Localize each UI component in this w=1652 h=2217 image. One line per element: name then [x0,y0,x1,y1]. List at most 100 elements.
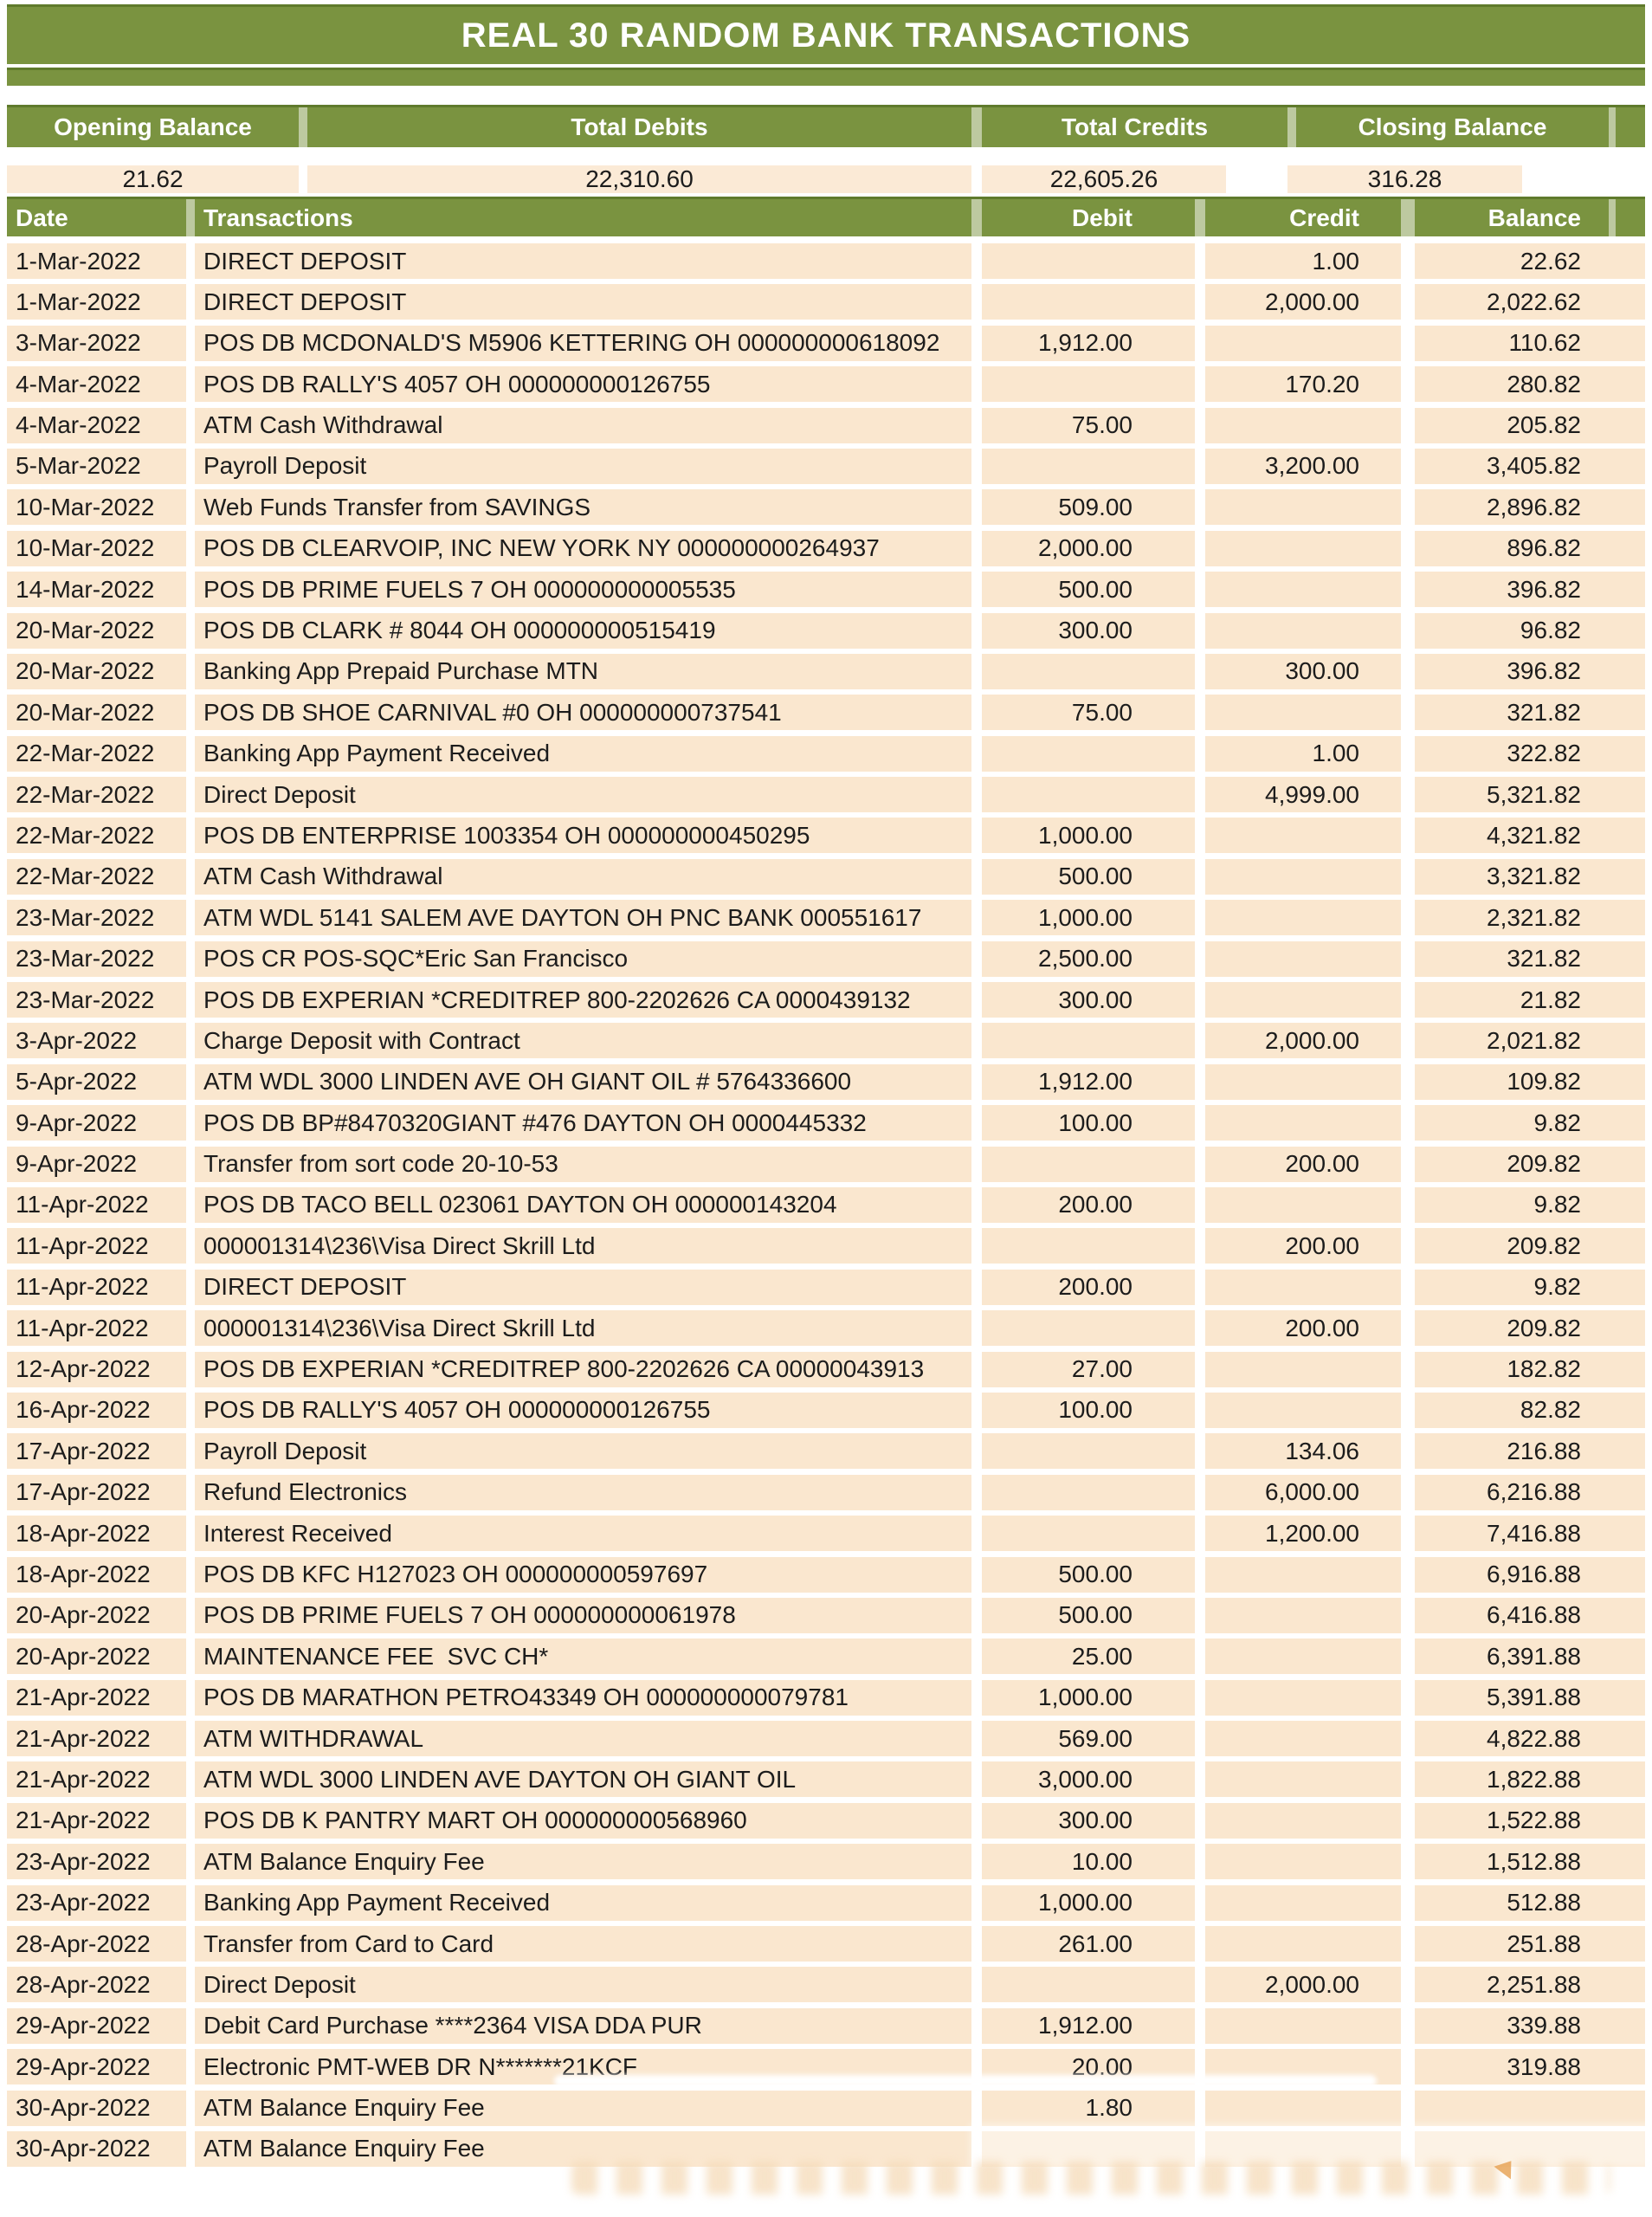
debit-amount: 100.00 [982,1105,1195,1141]
credit-amount: 134.06 [1205,1433,1401,1470]
transaction-description: Direct Deposit [195,777,971,813]
table-row: 22-Mar-2022 ATM Cash Withdrawal 500.00 3,32… [7,858,1645,895]
credit-amount [1205,1802,1401,1839]
table-row: 22-Mar-2022 Banking App Payment Received 1… [7,735,1645,772]
transaction-description: ATM Cash Withdrawal [195,858,971,895]
credit-amount [1205,2090,1401,2126]
balance-amount: 396.82 [1415,653,1645,689]
transaction-description: POS DB CLEARVOIP, INC NEW YORK NY 000000… [195,530,971,566]
column-divider [971,199,982,236]
table-row: 23-Mar-2022 ATM WDL 5141 SALEM AVE DAYTON… [7,900,1645,936]
table-row: 16-Apr-2022 POS DB RALLY'S 4057 OH 000000… [7,1392,1645,1428]
balance-amount: 251.88 [1415,1926,1645,1962]
debit-amount [982,1516,1195,1552]
credit-amount [1205,530,1401,566]
column-header-credit: Credit [1289,204,1359,231]
transaction-description: 000001314\236\Visa Direct Skrill Ltd [195,1228,971,1264]
balance-amount: 82.82 [1415,1392,1645,1428]
column-divider [186,199,195,236]
debit-amount: 200.00 [982,1186,1195,1223]
balance-amount: 2,251.88 [1415,1967,1645,2003]
credit-amount: 6,000.00 [1205,1474,1401,1510]
debit-amount: 300.00 [982,612,1195,649]
summary-header-closing-balance: Closing Balance [1358,113,1547,140]
table-row: 11-Apr-2022 000001314\236\Visa Direct Skr… [7,1310,1645,1347]
debit-amount: 1.80 [982,2090,1195,2126]
debit-amount: 1,000.00 [982,818,1195,854]
balance-amount: 5,391.88 [1415,1679,1645,1716]
credit-amount [1205,858,1401,895]
credit-amount [1205,1679,1401,1716]
table-row: 11-Apr-2022 000001314\236\Visa Direct Skr… [7,1228,1645,1264]
balance-amount: 4,321.82 [1415,818,1645,854]
balance-amount: 322.82 [1415,735,1645,772]
debit-amount: 500.00 [982,572,1195,608]
debit-amount: 1,912.00 [982,2007,1195,2044]
date-cell: 10-Mar-2022 [7,530,186,566]
date-cell: 23-Apr-2022 [7,1884,186,1921]
debit-amount [982,284,1195,320]
credit-amount [1205,1269,1401,1305]
debit-amount: 261.00 [982,1926,1195,1962]
table-row: 17-Apr-2022 Refund Electronics 6,000.00 6,2… [7,1474,1645,1510]
balance-amount: 896.82 [1415,530,1645,566]
date-cell: 11-Apr-2022 [7,1228,186,1264]
table-row: 21-Apr-2022 POS DB MARATHON PETRO43349 OH… [7,1679,1645,1716]
balance-amount: 1,522.88 [1415,1802,1645,1839]
transaction-description: Refund Electronics [195,1474,971,1510]
debit-amount [982,1228,1195,1264]
table-row: 23-Apr-2022 ATM Balance Enquiry Fee 10.00 1… [7,1844,1645,1880]
transaction-description: Web Funds Transfer from SAVINGS [195,489,971,526]
credit-amount [1205,1063,1401,1100]
table-row: 20-Mar-2022 POS DB CLARK # 8044 OH 000000… [7,612,1645,649]
column-divider [1609,199,1616,236]
balance-amount: 2,022.62 [1415,284,1645,320]
date-cell: 29-Apr-2022 [7,2049,186,2085]
credit-amount: 300.00 [1205,653,1401,689]
column-header-balance: Balance [1487,204,1581,231]
debit-amount: 10.00 [982,1844,1195,1880]
debit-amount: 500.00 [982,1556,1195,1593]
balance-amount: 4,822.88 [1415,1721,1645,1757]
credit-amount: 200.00 [1205,1310,1401,1347]
credit-amount: 3,200.00 [1205,448,1401,484]
transaction-description: POS DB PRIME FUELS 7 OH 000000000061978 [195,1597,971,1633]
debit-amount: 2,500.00 [982,940,1195,977]
credit-amount [1205,900,1401,936]
transaction-description: POS DB ENTERPRISE 1003354 OH 00000000045… [195,818,971,854]
balance-amount: 319.88 [1415,2049,1645,2085]
transaction-description: POS DB KFC H127023 OH 000000000597697 [195,1556,971,1593]
debit-amount: 1,000.00 [982,1679,1195,1716]
date-cell: 22-Mar-2022 [7,735,186,772]
balance-amount [1415,2130,1645,2167]
debit-amount: 100.00 [982,1392,1195,1428]
balance-amount: 2,021.82 [1415,1023,1645,1059]
date-cell: 11-Apr-2022 [7,1310,186,1347]
date-cell: 28-Apr-2022 [7,1926,186,1962]
transaction-description: ATM WDL 3000 LINDEN AVE OH GIANT OIL # 5… [195,1063,971,1100]
date-cell: 11-Apr-2022 [7,1269,186,1305]
debit-amount: 75.00 [982,695,1195,731]
transaction-description: DIRECT DEPOSIT [195,243,971,279]
column-divider [1609,107,1616,147]
transaction-description: Direct Deposit [195,1967,971,2003]
balance-amount: 6,216.88 [1415,1474,1645,1510]
table-row: 18-Apr-2022 POS DB KFC H127023 OH 0000000… [7,1556,1645,1593]
column-gap [1226,165,1287,193]
column-header-date: Date [16,204,68,231]
balance-amount: 6,391.88 [1415,1639,1645,1675]
date-cell: 20-Mar-2022 [7,695,186,731]
transaction-description: Payroll Deposit [195,448,971,484]
table-row: 17-Apr-2022 Payroll Deposit 134.06 216.88 [7,1433,1645,1470]
table-row: 9-Apr-2022 POS DB BP#8470320GIANT #476 DA… [7,1105,1645,1141]
date-cell: 14-Mar-2022 [7,572,186,608]
balance-amount: 21.82 [1415,982,1645,1018]
summary-header-row: Opening Balance Total Debits Total Credi… [7,105,1645,147]
table-row: 3-Apr-2022 Charge Deposit with Contract 2,… [7,1023,1645,1059]
date-cell: 17-Apr-2022 [7,1474,186,1510]
transaction-description: DIRECT DEPOSIT [195,284,971,320]
column-gap [1522,165,1645,193]
transaction-description: Debit Card Purchase ****2364 VISA DDA PU… [195,2007,971,2044]
balance-amount: 110.62 [1415,325,1645,361]
